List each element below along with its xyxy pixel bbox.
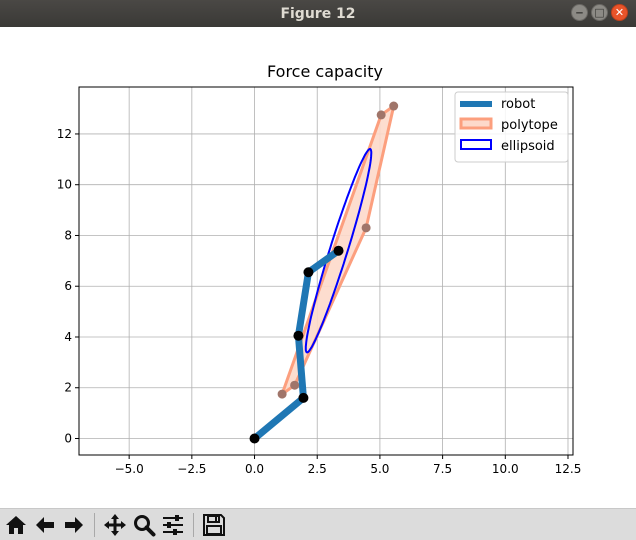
polytope-vertex-marker bbox=[389, 101, 399, 111]
legend-box bbox=[454, 91, 569, 163]
polytope-vertex-marker bbox=[277, 389, 287, 399]
polytope-vertex-marker bbox=[361, 223, 371, 233]
floppy-icon bbox=[203, 513, 225, 536]
window-title: Figure 12 bbox=[280, 5, 356, 22]
robot-joint-marker bbox=[298, 392, 309, 403]
zoom-button[interactable] bbox=[130, 511, 158, 539]
x-tick-label: 12.5 bbox=[555, 462, 582, 476]
x-tick-label: −2.5 bbox=[177, 462, 206, 476]
polytope-vertex-marker bbox=[376, 110, 386, 120]
toolbar-separator bbox=[193, 512, 194, 537]
x-tick-label: 0.0 bbox=[245, 462, 264, 476]
arrow-right-icon bbox=[65, 516, 83, 533]
figure-canvas[interactable]: Force capacity −5.0 −2.5 0.0 2.5 5.0 7.5 10.0 1… bbox=[0, 27, 636, 508]
axes-frame bbox=[78, 86, 574, 456]
back-button[interactable] bbox=[31, 511, 59, 539]
y-tick-label: 10 bbox=[57, 178, 72, 192]
toolbar-separator bbox=[94, 512, 95, 537]
grid bbox=[79, 87, 573, 455]
legend-ellipsoid-label: ellipsoid bbox=[501, 139, 555, 154]
move-icon bbox=[104, 513, 126, 536]
x-tick-label: 7.5 bbox=[433, 462, 452, 476]
robot-joint-marker bbox=[303, 267, 314, 278]
minimize-button[interactable]: ‒ bbox=[571, 4, 588, 21]
x-tick-label: 2.5 bbox=[308, 462, 327, 476]
robot-joint-marker bbox=[293, 330, 304, 341]
y-tick-label: 12 bbox=[57, 127, 72, 141]
markers-layer bbox=[249, 101, 399, 444]
navigation-toolbar bbox=[0, 508, 636, 540]
pan-button[interactable] bbox=[101, 511, 129, 539]
legend-polytope-label: polytope bbox=[501, 118, 558, 133]
y-axis-ticks: 0 2 4 6 8 10 12 bbox=[57, 127, 79, 446]
sliders-icon bbox=[163, 514, 183, 535]
force-capacity-plot: Force capacity −5.0 −2.5 0.0 2.5 5.0 7.5 10.0 1… bbox=[57, 62, 582, 476]
home-icon bbox=[6, 515, 26, 534]
legend-ellipsoid-swatch bbox=[460, 139, 492, 150]
y-tick-label: 6 bbox=[64, 279, 72, 293]
arrow-left-icon bbox=[36, 516, 54, 533]
x-tick-label: 10.0 bbox=[492, 462, 519, 476]
chart-title: Force capacity bbox=[267, 62, 383, 81]
legend: robot polytope ellipsoid bbox=[454, 91, 569, 163]
polytope-vertex-marker bbox=[290, 380, 300, 390]
home-button[interactable] bbox=[2, 511, 30, 539]
forward-button[interactable] bbox=[60, 511, 88, 539]
close-button[interactable]: ✕ bbox=[611, 4, 628, 21]
magnifier-icon bbox=[134, 514, 156, 536]
ellipse-layer bbox=[304, 148, 373, 354]
legend-polytope-swatch bbox=[459, 117, 493, 130]
robot-joint-marker bbox=[249, 433, 260, 444]
y-tick-label: 8 bbox=[64, 228, 72, 242]
save-button[interactable] bbox=[200, 511, 228, 539]
y-tick-label: 0 bbox=[64, 432, 72, 446]
x-tick-label: −5.0 bbox=[115, 462, 144, 476]
configure-subplots-button[interactable] bbox=[159, 511, 187, 539]
x-tick-label: 5.0 bbox=[370, 462, 389, 476]
robot-joint-marker bbox=[333, 245, 344, 256]
ellipsoid-curve bbox=[304, 148, 373, 354]
x-axis-ticks: −5.0 −2.5 0.0 2.5 5.0 7.5 10.0 12.5 bbox=[115, 455, 582, 476]
y-tick-label: 2 bbox=[64, 381, 72, 395]
window-titlebar: Figure 12 ‒ □ ✕ bbox=[0, 0, 636, 27]
legend-robot-label: robot bbox=[501, 97, 535, 112]
maximize-button[interactable]: □ bbox=[591, 4, 608, 21]
y-tick-label: 4 bbox=[64, 330, 72, 344]
